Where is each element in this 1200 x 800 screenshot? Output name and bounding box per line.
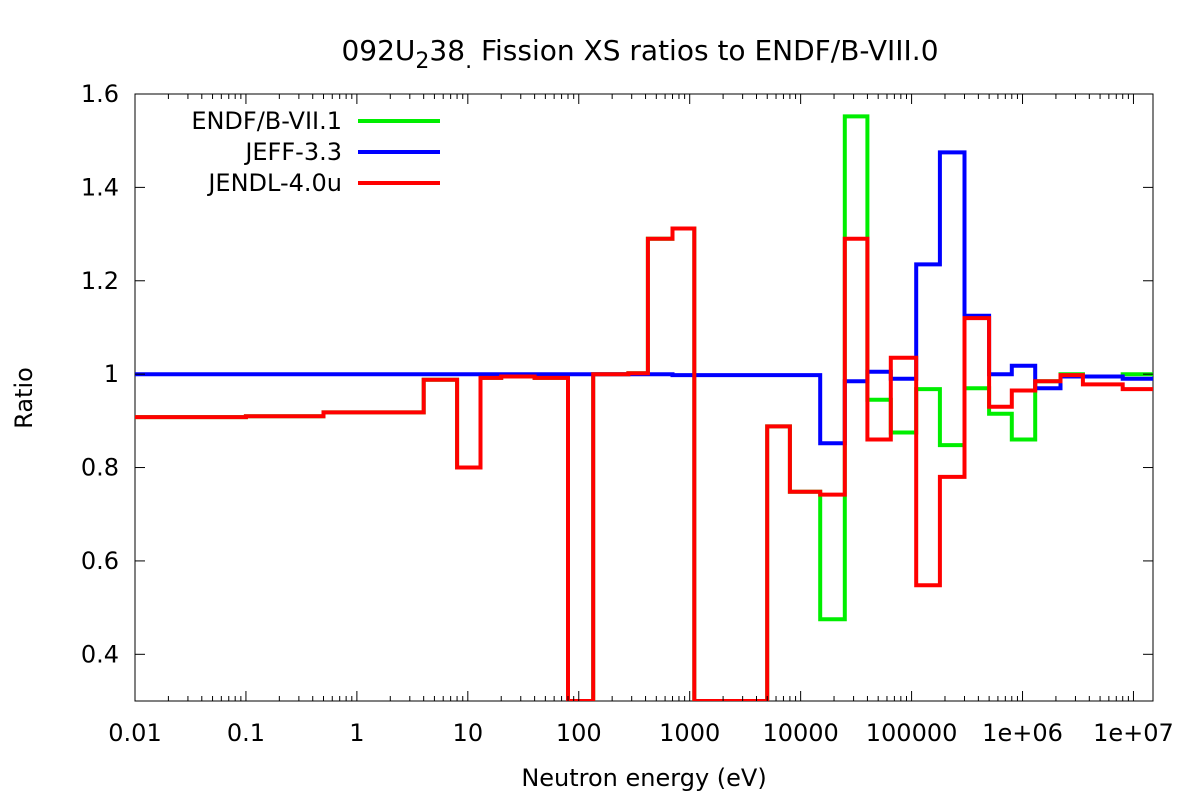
series-layer	[135, 114, 1153, 701]
legend-label: JENDL-4.0u	[206, 169, 342, 197]
legend-label: JEFF-3.3	[243, 138, 342, 166]
x-tick-label: 100000	[866, 719, 958, 747]
legend: ENDF/B-VII.1 JEFF-3.3 JENDL-4.0u	[191, 107, 440, 197]
series-line-2	[135, 150, 1153, 446]
y-tick-label: 0.4	[81, 640, 119, 668]
x-tick-label: 1e+06	[982, 719, 1063, 747]
y-tick-label: 0.6	[81, 547, 119, 575]
x-tick-label: 0.1	[227, 719, 265, 747]
series-line-3	[135, 226, 1153, 701]
x-tick-label: 10000	[762, 719, 838, 747]
plot-frame	[134, 93, 1154, 702]
ticks-layer: 0.01 0.1 1 10 100 1000 10000 100000 1e+06 1e+07 0.…	[81, 80, 1174, 747]
x-tick-label: 1000	[659, 719, 720, 747]
chart-title: 092U238. Fission XS ratios to ENDF/B-VII…	[341, 34, 938, 74]
y-tick-label: 1	[104, 360, 119, 388]
x-axis-label: Neutron energy (eV)	[521, 764, 766, 792]
y-tick-label: 0.8	[81, 454, 119, 482]
y-tick-label: 1.2	[81, 267, 119, 295]
x-tick-label: 1e+07	[1093, 719, 1174, 747]
x-tick-label: 100	[556, 719, 602, 747]
y-axis-label: Ratio	[10, 367, 38, 429]
x-tick-label: 0.01	[108, 719, 161, 747]
x-tick-label: 10	[453, 719, 484, 747]
y-tick-label: 1.6	[81, 80, 119, 108]
y-tick-label: 1.4	[81, 173, 119, 201]
x-tick-label: 1	[349, 719, 364, 747]
legend-label: ENDF/B-VII.1	[191, 107, 342, 135]
